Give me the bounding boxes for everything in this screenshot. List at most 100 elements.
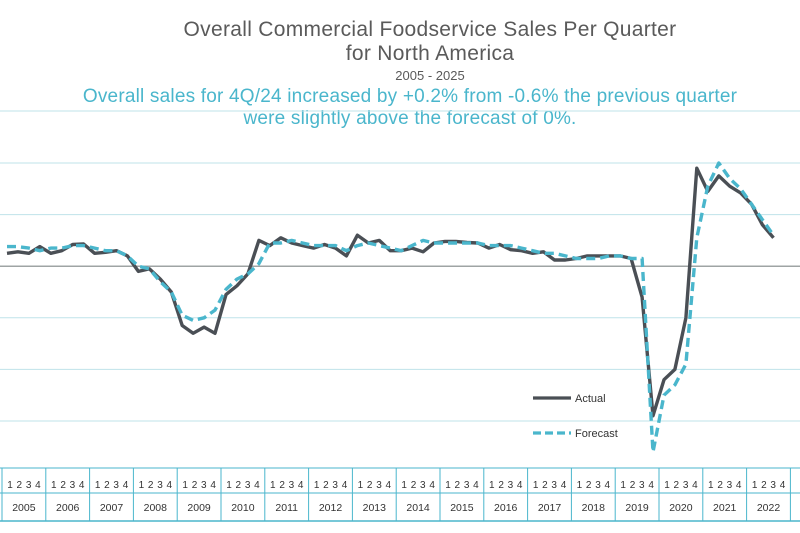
quarter-label: 3 xyxy=(551,480,557,491)
quarter-label: 4 xyxy=(692,480,698,491)
year-label: 2008 xyxy=(144,502,168,514)
quarter-label: 2 xyxy=(104,480,110,491)
year-label: 2017 xyxy=(538,502,562,514)
legend-label-actual: Actual xyxy=(575,393,606,405)
series-line-actual xyxy=(6,166,775,418)
quarter-label: 1 xyxy=(7,480,13,491)
quarter-label: 4 xyxy=(35,480,41,491)
quarter-label: 2 xyxy=(60,480,66,491)
quarter-label: 1 xyxy=(358,480,364,491)
quarter-label: 3 xyxy=(245,480,251,491)
annotation-line-1: Overall sales for 4Q/24 increased by +0.… xyxy=(82,86,738,107)
quarter-label: 1 xyxy=(401,480,407,491)
year-label: 2021 xyxy=(713,502,737,514)
year-label: 2019 xyxy=(625,502,649,514)
quarter-label: 2 xyxy=(17,480,23,491)
quarter-label: 3 xyxy=(770,480,776,491)
quarter-label: 1 xyxy=(489,480,495,491)
quarter-label: 3 xyxy=(464,480,470,491)
quarter-label: 3 xyxy=(332,480,338,491)
quarter-label: 3 xyxy=(595,480,601,491)
quarter-label: 1 xyxy=(139,480,145,491)
quarter-label: 4 xyxy=(342,480,348,491)
quarter-label: 2 xyxy=(586,480,592,491)
quarter-label: 1 xyxy=(708,480,714,491)
quarter-label: 2 xyxy=(192,480,198,491)
quarter-label: 3 xyxy=(420,480,426,491)
year-label: 2006 xyxy=(56,502,80,514)
quarter-label: 3 xyxy=(113,480,119,491)
quarter-label: 3 xyxy=(639,480,645,491)
quarter-label: 4 xyxy=(429,480,435,491)
quarter-label: 1 xyxy=(533,480,539,491)
quarter-label: 2 xyxy=(498,480,504,491)
quarter-label: 1 xyxy=(664,480,670,491)
quarter-label: 2 xyxy=(761,480,767,491)
year-label: 2005 xyxy=(12,502,36,514)
year-label: 2016 xyxy=(494,502,518,514)
year-label: 2011 xyxy=(275,502,298,514)
quarter-label: 3 xyxy=(70,480,76,491)
quarter-label: 2 xyxy=(717,480,723,491)
quarter-label: 4 xyxy=(605,480,611,491)
quarter-label: 4 xyxy=(123,480,129,491)
quarter-label: 3 xyxy=(157,480,163,491)
quarter-label: 4 xyxy=(298,480,304,491)
year-label: 2015 xyxy=(450,502,474,514)
quarter-label: 4 xyxy=(473,480,479,491)
year-label: 2013 xyxy=(363,502,387,514)
legend-label-forecast: Forecast xyxy=(575,428,618,440)
annotation-line-2: were slightly above the forecast of 0%. xyxy=(243,108,577,129)
quarter-label: 3 xyxy=(201,480,207,491)
year-label: 2014 xyxy=(406,502,430,514)
quarter-label: 2 xyxy=(630,480,636,491)
year-label: 2009 xyxy=(187,502,211,514)
quarter-label: 4 xyxy=(386,480,392,491)
year-label: 2018 xyxy=(582,502,606,514)
quarter-label: 2 xyxy=(279,480,285,491)
quarter-label: 4 xyxy=(79,480,85,491)
quarter-label: 3 xyxy=(26,480,32,491)
quarter-label: 1 xyxy=(226,480,232,491)
quarter-label: 1 xyxy=(51,480,57,491)
quarter-label: 2 xyxy=(323,480,329,491)
quarter-label: 3 xyxy=(683,480,689,491)
quarter-label: 1 xyxy=(182,480,188,491)
year-label: 2010 xyxy=(231,502,255,514)
quarter-label: 1 xyxy=(445,480,451,491)
quarter-label: 3 xyxy=(508,480,514,491)
chart-subtitle: 2005 - 2025 xyxy=(395,68,465,83)
quarter-label: 4 xyxy=(167,480,173,491)
quarter-label: 4 xyxy=(780,480,786,491)
series-line-forecast xyxy=(7,161,775,454)
chart-title-line-1: Overall Commercial Foodservice Sales Per… xyxy=(183,18,677,41)
quarter-label: 1 xyxy=(270,480,276,491)
chart-title-line-2: for North America xyxy=(345,42,515,65)
quarter-label: 3 xyxy=(376,480,382,491)
quarter-label: 4 xyxy=(517,480,523,491)
quarter-label: 2 xyxy=(674,480,680,491)
year-label: 2020 xyxy=(669,502,693,514)
quarter-label: 2 xyxy=(367,480,373,491)
quarter-label: 3 xyxy=(727,480,733,491)
quarter-label: 2 xyxy=(148,480,154,491)
year-label: 2022 xyxy=(757,502,781,514)
quarter-label: 2 xyxy=(236,480,242,491)
quarter-label: 4 xyxy=(561,480,567,491)
quarter-label: 1 xyxy=(620,480,626,491)
quarter-label: 2 xyxy=(455,480,461,491)
quarter-label: 1 xyxy=(95,480,101,491)
year-label: 2007 xyxy=(100,502,124,514)
quarter-label: 3 xyxy=(289,480,295,491)
quarter-label: 4 xyxy=(648,480,654,491)
quarter-label: 4 xyxy=(210,480,216,491)
quarter-label: 1 xyxy=(577,480,583,491)
quarter-label: 4 xyxy=(254,480,260,491)
quarter-label: 1 xyxy=(314,480,320,491)
quarter-label: 1 xyxy=(752,480,758,491)
year-label: 2012 xyxy=(319,502,343,514)
quarter-label: 2 xyxy=(411,480,417,491)
quarter-label: 4 xyxy=(736,480,742,491)
quarter-label: 2 xyxy=(542,480,548,491)
